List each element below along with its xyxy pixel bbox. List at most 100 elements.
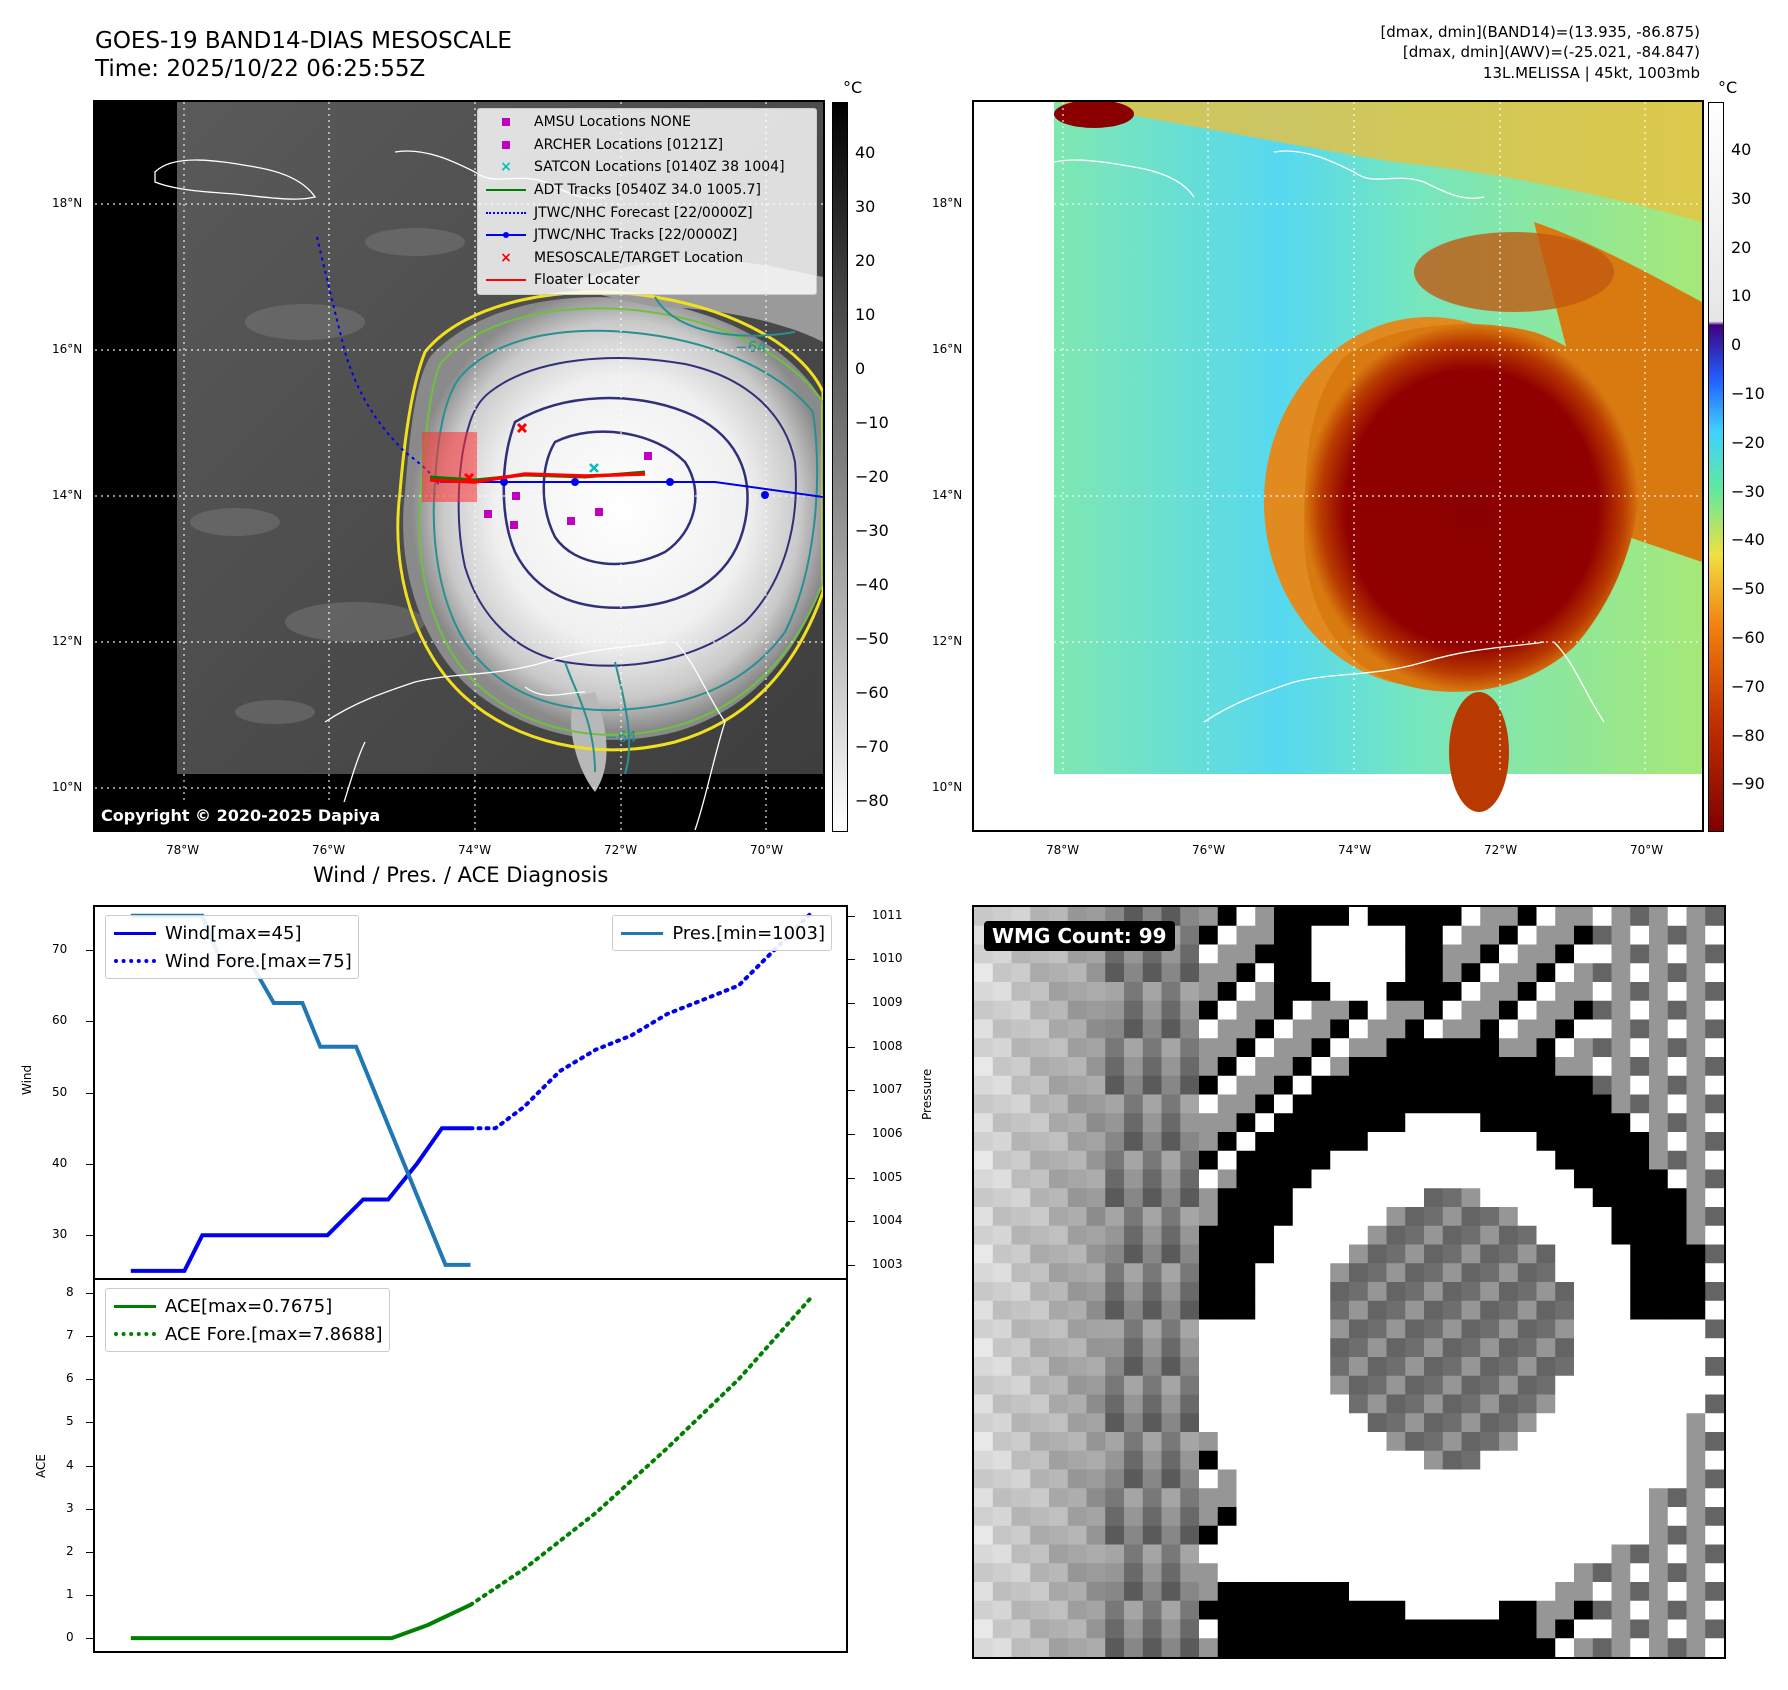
awv-colorbar-tick: −20 bbox=[1731, 432, 1765, 452]
pressure-tick: 1007 bbox=[872, 1082, 903, 1097]
tick-mark bbox=[86, 1235, 93, 1237]
awv-map-panel bbox=[972, 100, 1704, 832]
lon-label: 70°W bbox=[750, 843, 784, 857]
ir-colorbar-tick: −20 bbox=[855, 467, 889, 486]
lat-label: 14°N bbox=[932, 488, 963, 502]
ir-colorbar-unit: °C bbox=[843, 78, 863, 97]
legend-item: AMSU Locations NONE bbox=[478, 111, 816, 134]
wind-tick: 40 bbox=[52, 1155, 68, 1170]
tick-mark bbox=[848, 959, 855, 961]
tick-mark bbox=[86, 1508, 93, 1510]
series-line-0 bbox=[130, 1602, 472, 1641]
awv-colorbar-tick: 30 bbox=[1731, 188, 1752, 208]
ace-legend: ACE[max=0.7675] ACE Fore.[max=7.8688] bbox=[105, 1288, 390, 1352]
awv-colorbar-tick: −10 bbox=[1731, 384, 1765, 403]
lat-label: 16°N bbox=[52, 342, 83, 356]
tick-mark bbox=[848, 1264, 855, 1266]
lon-label: 72°W bbox=[604, 843, 638, 857]
wmg-image bbox=[974, 907, 1724, 1657]
awv-colorbar-unit: °C bbox=[1718, 78, 1738, 97]
ir-map-panel: −64 −64 bbox=[93, 100, 825, 832]
pressure-tick: 1010 bbox=[872, 951, 903, 966]
wind-tick: 30 bbox=[52, 1227, 68, 1242]
lat-label: 10°N bbox=[932, 780, 963, 794]
tick-mark bbox=[86, 1021, 93, 1023]
legend-item: ACE[max=0.7675] bbox=[106, 1292, 383, 1320]
legend-item: × MESOSCALE/TARGET Location bbox=[500, 249, 744, 266]
tick-mark bbox=[86, 949, 93, 951]
lon-label: 74°W bbox=[458, 843, 492, 857]
wind-legend: Wind[max=45] Wind Fore.[max=75] bbox=[105, 915, 359, 979]
legend-item: Wind[max=45] bbox=[106, 919, 352, 947]
tick-mark bbox=[848, 1003, 855, 1005]
figure-title: GOES-19 BAND14-DIAS MESOSCALE bbox=[95, 28, 512, 54]
lon-label: 76°W bbox=[312, 843, 346, 857]
wind-tick: 50 bbox=[52, 1084, 68, 1099]
legend-item: JTWC/NHC Forecast [22/0000Z] bbox=[478, 201, 816, 224]
awv-map-image bbox=[974, 102, 1702, 830]
contour-label: −64 bbox=[735, 338, 767, 356]
contour-label: −64 bbox=[605, 728, 637, 746]
ace-tick: 1 bbox=[66, 1586, 74, 1601]
copyright-text: Copyright © 2020-2025 Dapiya bbox=[101, 806, 380, 825]
tick-mark bbox=[848, 1221, 855, 1223]
awv-colorbar bbox=[1708, 102, 1724, 832]
ir-colorbar-tick: −10 bbox=[855, 413, 889, 432]
tick-mark bbox=[848, 915, 855, 917]
pressure-tick: 1003 bbox=[872, 1256, 903, 1271]
ir-colorbar-tick: −40 bbox=[855, 575, 889, 594]
lon-label: 78°W bbox=[1046, 843, 1080, 857]
tick-mark bbox=[848, 1046, 855, 1048]
awv-colorbar-tick: 20 bbox=[1731, 237, 1752, 257]
lat-label: 18°N bbox=[52, 196, 83, 210]
awv-colorbar-tick: −50 bbox=[1731, 579, 1765, 599]
series-line-1 bbox=[468, 912, 813, 1131]
awv-colorbar-tick: −70 bbox=[1731, 676, 1765, 696]
tick-mark bbox=[86, 1422, 93, 1424]
lon-label: 78°W bbox=[166, 843, 200, 857]
pressure-tick: 1011 bbox=[872, 907, 903, 922]
tick-mark bbox=[86, 1163, 93, 1165]
figure-timestamp: Time: 2025/10/22 06:25:55Z bbox=[95, 56, 426, 82]
series-line-0 bbox=[130, 1126, 471, 1273]
series-line-1 bbox=[468, 1296, 813, 1607]
awv-colorbar-tick: 40 bbox=[1731, 140, 1752, 159]
wind-tick: 70 bbox=[52, 941, 68, 956]
ir-colorbar bbox=[832, 102, 848, 832]
ace-tick: 4 bbox=[66, 1457, 74, 1472]
lon-label: 76°W bbox=[1192, 843, 1226, 857]
lat-label: 16°N bbox=[932, 342, 963, 356]
tick-mark bbox=[86, 1292, 93, 1294]
ace-axis-label: ACE bbox=[34, 1454, 48, 1478]
wind-axis-label: Wind bbox=[20, 1064, 34, 1095]
pressure-tick: 1005 bbox=[872, 1169, 903, 1184]
awv-colorbar-tick: 10 bbox=[1731, 286, 1752, 306]
ir-colorbar-tick: 10 bbox=[855, 305, 876, 324]
awv-colorbar-tick: 0 bbox=[1731, 335, 1742, 355]
tick-mark bbox=[86, 1092, 93, 1094]
legend-item: JTWC/NHC Tracks [22/0000Z] bbox=[478, 224, 816, 247]
legend-item: ADT Tracks [0540Z 34.0 1005.7] bbox=[478, 179, 816, 202]
awv-colorbar-tick: −60 bbox=[1731, 628, 1765, 647]
ir-map-legend: AMSU Locations NONE ARCHER Locations [01… bbox=[477, 108, 817, 295]
legend-item: × SATCON Locations [0140Z 38 1004] bbox=[500, 159, 785, 176]
ace-tick: 7 bbox=[66, 1328, 74, 1343]
ir-colorbar-tick: −60 bbox=[855, 683, 889, 702]
ir-colorbar-tick: 40 bbox=[855, 143, 876, 162]
wind-tick: 60 bbox=[52, 1013, 68, 1028]
ir-colorbar-tick: −70 bbox=[855, 737, 889, 756]
pressure-tick: 1006 bbox=[872, 1125, 903, 1140]
info-band14-range: [dmax, dmin](BAND14)=(13.935, -86.875) bbox=[1380, 23, 1700, 41]
lon-label: 74°W bbox=[1338, 843, 1372, 857]
wmg-count-label: WMG Count: 99 bbox=[984, 921, 1175, 951]
awv-colorbar-tick: −80 bbox=[1731, 725, 1765, 745]
pressure-tick: 1009 bbox=[872, 995, 903, 1010]
legend-item: Pres.[min=1003] bbox=[613, 919, 825, 947]
lon-label: 72°W bbox=[1484, 843, 1518, 857]
awv-colorbar-tick: −40 bbox=[1731, 530, 1765, 550]
ace-tick: 0 bbox=[66, 1630, 74, 1645]
ace-tick: 6 bbox=[66, 1371, 74, 1386]
lat-label: 18°N bbox=[932, 196, 963, 210]
awv-colorbar-tick: −30 bbox=[1731, 481, 1765, 501]
ir-colorbar-tick: 20 bbox=[855, 251, 876, 270]
